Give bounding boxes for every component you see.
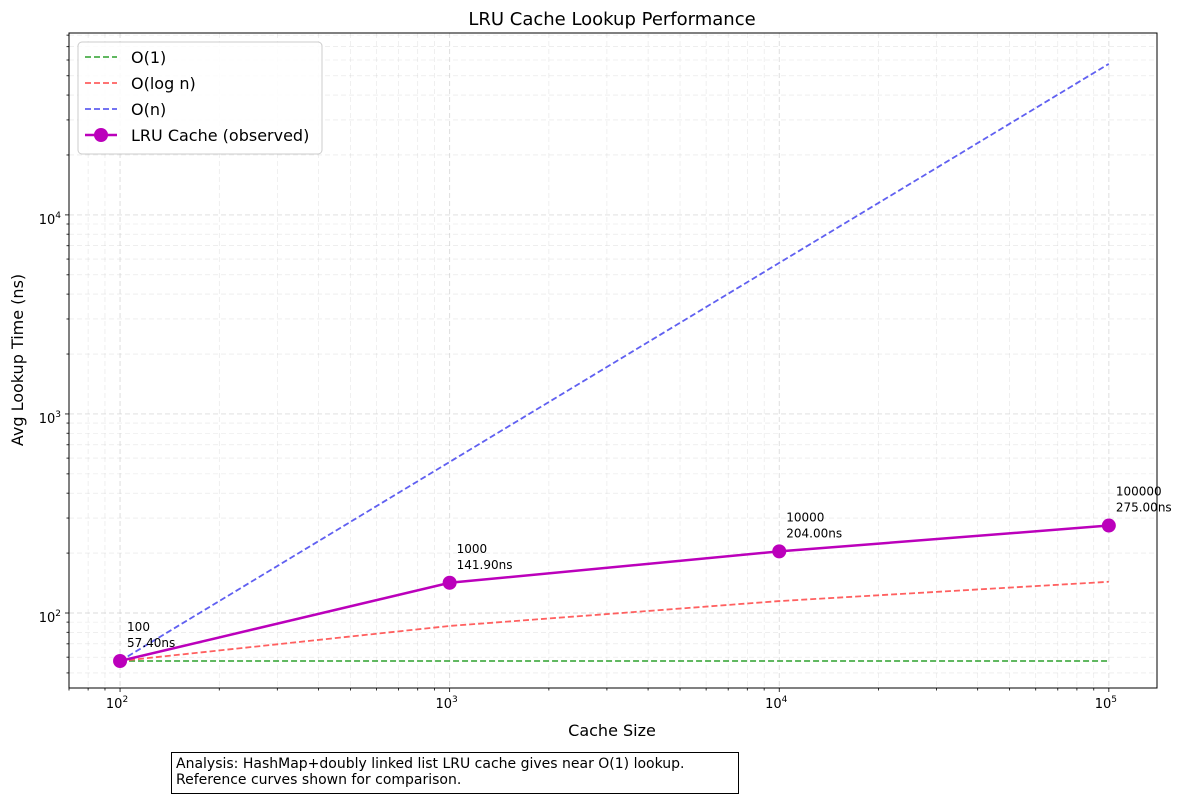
x-tick-label: 103: [436, 695, 458, 712]
y-tick-label: 103: [39, 410, 61, 427]
analysis-line-1: Analysis: HashMap+doubly linked list LRU…: [176, 756, 685, 772]
series-line-1: [119, 580, 1109, 662]
x-tick-label: 105: [1095, 695, 1117, 712]
data-point: [772, 544, 787, 559]
point-annotation: 1000 141.90ns: [457, 542, 513, 572]
x-tick-label: 104: [765, 695, 788, 712]
x-tick-label: 102: [106, 695, 128, 712]
series-layer: [113, 63, 1116, 668]
data-point: [442, 575, 457, 590]
legend-label: LRU Cache (observed): [131, 126, 309, 145]
legend-box: [77, 41, 323, 155]
series-line-3: [119, 524, 1109, 663]
series-line-2: [119, 63, 1110, 662]
analysis-box: Analysis: HashMap+doubly linked list LRU…: [171, 752, 739, 794]
data-point: [1101, 518, 1116, 533]
analysis-line-2: Reference curves shown for comparison.: [176, 772, 462, 788]
annotations: 100 57.40ns 1000 141.90ns 10000 204.00ns 10000…: [127, 485, 1172, 650]
point-annotation: 100000 275.00ns: [1116, 485, 1172, 515]
point-annotation: 100 57.40ns: [127, 620, 175, 650]
x-axis-label: Cache Size: [568, 721, 656, 740]
plot-frame: [68, 32, 1158, 689]
y-axis-label: Avg Lookup Time (ns): [8, 274, 27, 446]
point-annotation: 10000 204.00ns: [786, 510, 842, 540]
axis-ticks: 102 103 104 105 102 103 104: [39, 34, 1117, 712]
legend-label: O(1): [131, 48, 166, 67]
legend-label: O(n): [131, 100, 166, 119]
data-point: [113, 653, 128, 668]
y-tick-label: 102: [39, 609, 61, 626]
chart-title: LRU Cache Lookup Performance: [468, 9, 755, 30]
legend-marker: [94, 128, 108, 142]
legend[interactable]: O(1) O(log n) O(n) LRU Cache (observed): [77, 41, 323, 155]
legend-label: O(log n): [131, 74, 196, 93]
y-tick-label: 104: [39, 211, 62, 228]
